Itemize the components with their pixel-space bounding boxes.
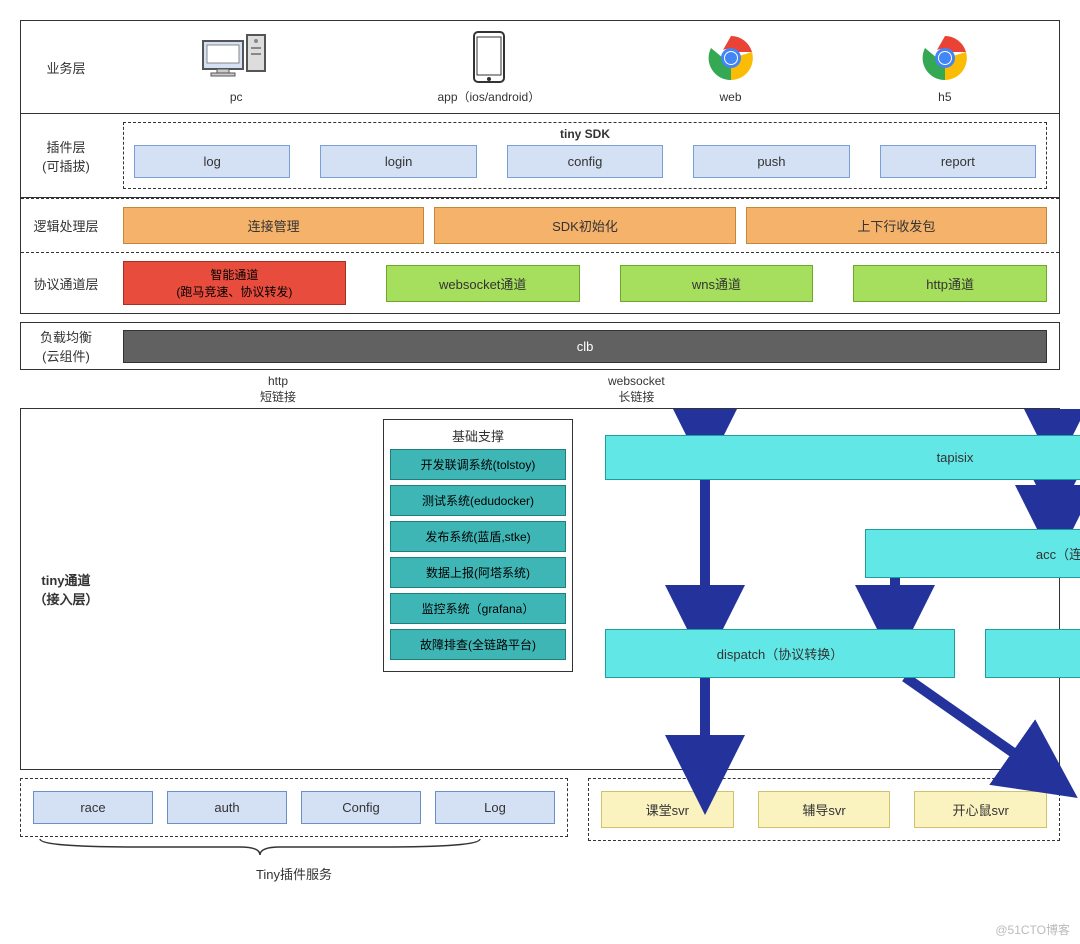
protocol-wns: wns通道 xyxy=(620,265,814,302)
tapisix-box: tapisix xyxy=(605,435,1080,480)
svr-tutor: 辅导svr xyxy=(758,791,891,828)
biz-pc-label: pc xyxy=(201,90,271,104)
push-box: push（消息推送） xyxy=(985,629,1080,678)
support-3: 数据上报(阿塔系统) xyxy=(390,557,566,588)
plugins-group: race auth Config Log xyxy=(20,778,568,837)
svc-race: race xyxy=(33,791,153,824)
plugin-report: report xyxy=(880,145,1036,178)
protocol-label: 协议通道层 xyxy=(21,253,111,313)
logic-init: SDK初始化 xyxy=(434,207,735,244)
biz-label: 业务层 xyxy=(21,21,111,113)
dispatch-box: dispatch（协议转换） xyxy=(605,629,955,678)
plugin-log: log xyxy=(134,145,290,178)
acc-box: acc（连接管理） xyxy=(865,529,1080,578)
lb-clb: clb xyxy=(123,330,1047,363)
svc-log: Log xyxy=(435,791,555,824)
support-title: 基础支撑 xyxy=(390,426,566,445)
plugin-label: 插件层 (可插拔) xyxy=(21,114,111,197)
support-0: 开发联调系统(tolstoy) xyxy=(390,449,566,480)
svc-auth: auth xyxy=(167,791,287,824)
biz-h5: h5 xyxy=(921,31,969,104)
plugin-push: push xyxy=(693,145,849,178)
svr-group: 课堂svr 辅导svr 开心鼠svr xyxy=(588,778,1060,841)
client-sdk-section: 业务层 pc xyxy=(20,20,1060,314)
logic-label: 逻辑处理层 xyxy=(21,199,111,252)
chrome-icon-2 xyxy=(921,31,969,86)
plugins-brace-label: Tiny插件服务 xyxy=(20,864,568,883)
biz-row: 业务层 pc xyxy=(21,21,1059,114)
svc-config: Config xyxy=(301,791,421,824)
pc-icon xyxy=(201,31,271,86)
phone-icon xyxy=(437,29,540,84)
tiny-section: tiny通道 （接入层） xyxy=(20,408,1060,770)
sdk-title: tiny SDK xyxy=(134,127,1036,141)
logic-row: 逻辑处理层 连接管理 SDK初始化 上下行收发包 xyxy=(21,198,1059,253)
brace-icon xyxy=(20,837,568,859)
plugin-login: login xyxy=(320,145,476,178)
svr-kx: 开心鼠svr xyxy=(914,791,1047,828)
biz-web-label: web xyxy=(707,90,755,104)
biz-app-label: app（ios/android） xyxy=(437,88,540,105)
support-5: 故障排查(全链路平台) xyxy=(390,629,566,660)
http-label: http 短链接 xyxy=(260,374,296,405)
protocol-http: http通道 xyxy=(853,265,1047,302)
watermark: @51CTO博客 xyxy=(995,921,1070,938)
plugin-config: config xyxy=(507,145,663,178)
biz-app: app（ios/android） xyxy=(437,29,540,105)
biz-pc: pc xyxy=(201,31,271,104)
protocol-smart: 智能通道 (跑马竞速、协议转发) xyxy=(123,261,346,305)
logic-conn: 连接管理 xyxy=(123,207,424,244)
support-2: 发布系统(蓝盾,stke) xyxy=(390,521,566,552)
support-1: 测试系统(edudocker) xyxy=(390,485,566,516)
biz-h5-label: h5 xyxy=(921,90,969,104)
support-4: 监控系统（grafana） xyxy=(390,593,566,624)
sdk-container: tiny SDK log login config push report xyxy=(123,122,1047,189)
bottom-section: race auth Config Log Tiny插件服务 课堂svr 辅导sv… xyxy=(20,778,1060,883)
protocol-ws: websocket通道 xyxy=(386,265,580,302)
lb-label: 负载均衡 (云组件) xyxy=(21,323,111,369)
lb-section: 负载均衡 (云组件) clb xyxy=(20,322,1060,370)
tiny-label: tiny通道 （接入层） xyxy=(21,409,111,769)
protocol-row: 协议通道层 智能通道 (跑马竞速、协议转发) websocket通道 wns通道… xyxy=(21,253,1059,313)
ws-label: websocket 长链接 xyxy=(608,374,665,405)
biz-web: web xyxy=(707,31,755,104)
logic-trx: 上下行收发包 xyxy=(746,207,1047,244)
plugin-row: 插件层 (可插拔) tiny SDK log login config push… xyxy=(21,114,1059,198)
chrome-icon-1 xyxy=(707,31,755,86)
support-panel: 基础支撑 开发联调系统(tolstoy) 测试系统(edudocker) 发布系… xyxy=(383,419,573,672)
svr-class: 课堂svr xyxy=(601,791,734,828)
